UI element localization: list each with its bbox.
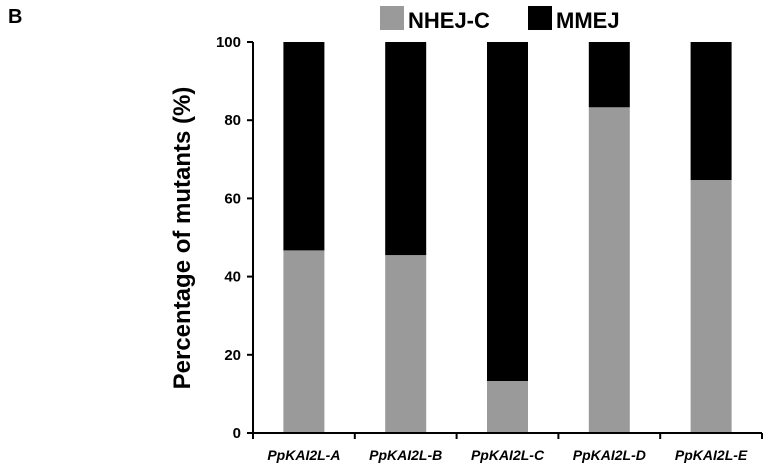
y-tick-label: 100: [216, 34, 241, 51]
x-category-label: PpKAI2L-C: [471, 447, 545, 463]
x-category-label: PpKAI2L-A: [267, 447, 340, 463]
panel-label: B: [8, 6, 23, 28]
x-category-label: PpKAI2L-E: [675, 447, 748, 463]
y-tick-label: 0: [233, 425, 241, 442]
bar-mmej-ppkai2l-c: [487, 42, 528, 381]
bar-nhej-c-ppkai2l-c: [487, 381, 528, 433]
axes-group: 0 20 40 60 80 100 PpKAI2L-A PpKAI2L-B PpKAI2L-C P…: [216, 34, 763, 463]
x-category-label: PpKAI2L-D: [573, 447, 646, 463]
y-axis-title: Percentage of mutants (%): [169, 87, 196, 390]
bar-mmej-ppkai2l-a: [283, 42, 325, 251]
legend: NHEJ-C MMEJ: [380, 6, 620, 33]
y-tick-label: 20: [224, 347, 241, 364]
legend-swatch-nhej-c: [380, 6, 404, 30]
bar-nhej-c-ppkai2l-e: [690, 180, 732, 433]
legend-label-nhej-c: NHEJ-C: [408, 8, 490, 33]
legend-label-mmej: MMEJ: [556, 8, 620, 33]
y-tick-label: 80: [224, 112, 241, 129]
bar-mmej-ppkai2l-b: [385, 42, 427, 256]
y-tick-label: 40: [224, 269, 241, 286]
bar-mmej-ppkai2l-e: [690, 42, 732, 180]
bars-group: [283, 42, 732, 434]
bar-nhej-c-ppkai2l-a: [283, 250, 325, 433]
y-tick-label: 60: [224, 190, 241, 207]
bar-nhej-c-ppkai2l-b: [385, 255, 427, 433]
x-category-label: PpKAI2L-B: [369, 447, 442, 463]
legend-swatch-mmej: [528, 6, 552, 30]
bar-nhej-c-ppkai2l-d: [588, 107, 630, 434]
bar-mmej-ppkai2l-d: [588, 42, 630, 108]
